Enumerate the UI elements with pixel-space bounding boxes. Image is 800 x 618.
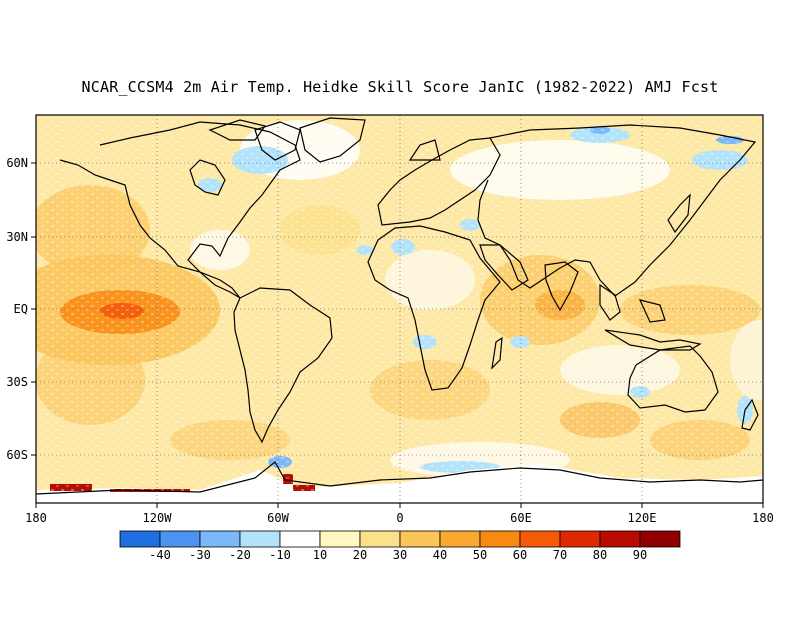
lat-label: 60N (6, 156, 28, 170)
lon-label: 120E (628, 511, 657, 525)
map-title: NCAR_CCSM4 2m Air Temp. Heidke Skill Sco… (81, 78, 719, 96)
colorbar-swatch (319, 530, 361, 548)
lat-label: 30S (6, 375, 28, 389)
lon-label: 0 (396, 511, 403, 525)
colorbar-swatch (479, 530, 521, 548)
colorbar-labels: -40 -30 -20 -10 10 20 30 40 50 60 70 80 … (149, 548, 647, 562)
colorbar-label: 30 (393, 548, 407, 562)
colorbar-label: 50 (473, 548, 487, 562)
colorbar-label: 40 (433, 548, 447, 562)
colorbar-label: 80 (593, 548, 607, 562)
lon-label: 60E (510, 511, 532, 525)
latitude-labels: 60N 30N EQ 30S 60S (6, 156, 28, 462)
colorbar-swatch (519, 530, 561, 548)
colorbar-label: -30 (189, 548, 211, 562)
colorbar (119, 530, 681, 548)
lat-label: 60S (6, 448, 28, 462)
shaded-field (36, 115, 763, 503)
colorbar-swatch (639, 530, 681, 548)
colorbar-label: 20 (353, 548, 367, 562)
colorbar-swatch (239, 530, 281, 548)
lat-label: EQ (14, 302, 28, 316)
colorbar-swatch (559, 530, 601, 548)
lon-label: 60W (267, 511, 289, 525)
colorbar-label: 10 (313, 548, 327, 562)
coastlines (36, 117, 763, 495)
colorbar-label: 60 (513, 548, 527, 562)
colorbar-label: -10 (269, 548, 291, 562)
lat-label: 30N (6, 230, 28, 244)
lon-label: 120W (143, 511, 173, 525)
longitude-labels: 180 120W 60W 0 60E 120E 180 (25, 511, 774, 525)
colorbar-swatch (399, 530, 441, 548)
colorbar-label: -40 (149, 548, 171, 562)
colorbar-swatch (159, 530, 201, 548)
colorbar-label: -20 (229, 548, 251, 562)
colorbar-swatch (359, 530, 401, 548)
lon-label: 180 (752, 511, 774, 525)
lon-label: 180 (25, 511, 47, 525)
colorbar-label: 90 (633, 548, 647, 562)
colorbar-label: 70 (553, 548, 567, 562)
colorbar-swatch (199, 530, 241, 548)
colorbar-swatch (439, 530, 481, 548)
colorbar-swatch (599, 530, 641, 548)
colorbar-swatch (119, 530, 161, 548)
colorbar-swatch (279, 530, 321, 548)
